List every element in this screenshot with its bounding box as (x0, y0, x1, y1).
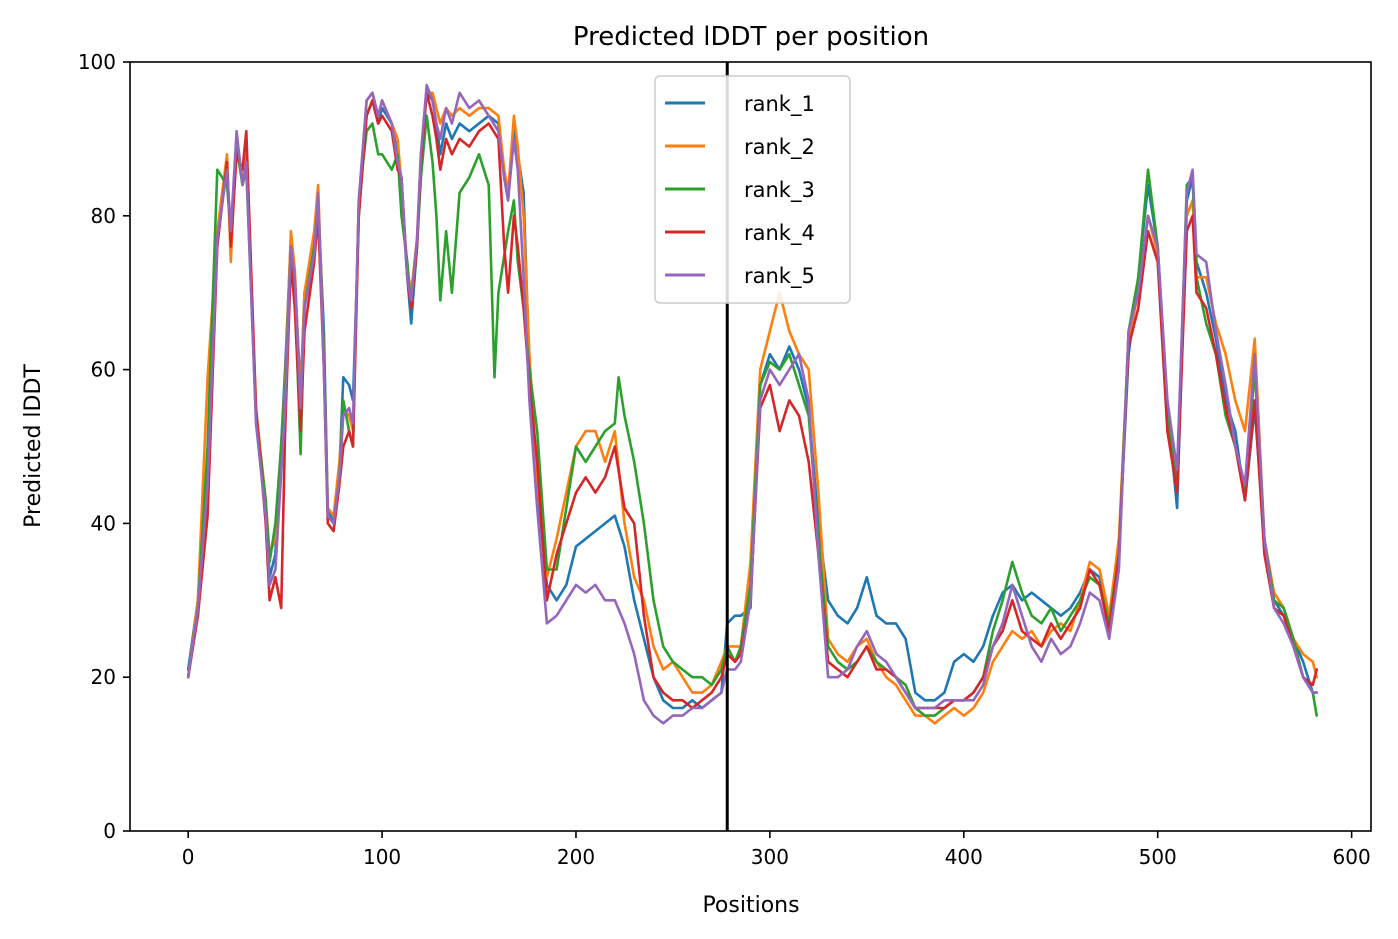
legend-label: rank_4 (744, 221, 815, 246)
x-axis-label: Positions (702, 893, 799, 918)
x-tick-label: 400 (945, 845, 983, 869)
y-tick-label: 80 (91, 204, 116, 228)
y-tick-label: 40 (91, 511, 116, 535)
legend-label: rank_5 (744, 264, 815, 289)
legend-box (654, 75, 851, 304)
y-axis-label: Predicted lDDT (21, 364, 46, 528)
plot-frame (129, 61, 1372, 832)
x-tick-label: 300 (751, 845, 789, 869)
series-line-rank-5 (186, 83, 1318, 725)
x-tick-label: 600 (1333, 845, 1371, 869)
legend-label: rank_3 (744, 178, 815, 203)
y-tick-label: 100 (78, 50, 116, 74)
y-tick-label: 20 (91, 665, 116, 689)
legend-label: rank_1 (744, 92, 815, 117)
series-group (186, 83, 1318, 725)
y-axis: 0 20 40 60 80 100 (78, 50, 130, 843)
x-tick-label: 0 (182, 845, 195, 869)
x-axis: 0 100 200 300 400 500 600 (182, 831, 1371, 869)
legend: rank_1 rank_2 rank_3 rank_4 rank_5 (654, 75, 851, 304)
legend-label: rank_2 (744, 135, 815, 160)
y-tick-label: 60 (91, 358, 116, 382)
x-tick-label: 200 (557, 845, 595, 869)
y-tick-label: 0 (103, 819, 116, 843)
x-tick-label: 100 (363, 845, 401, 869)
chart-title: Predicted lDDT per position (573, 22, 929, 52)
plot-area (129, 61, 1372, 832)
x-tick-label: 500 (1139, 845, 1177, 869)
